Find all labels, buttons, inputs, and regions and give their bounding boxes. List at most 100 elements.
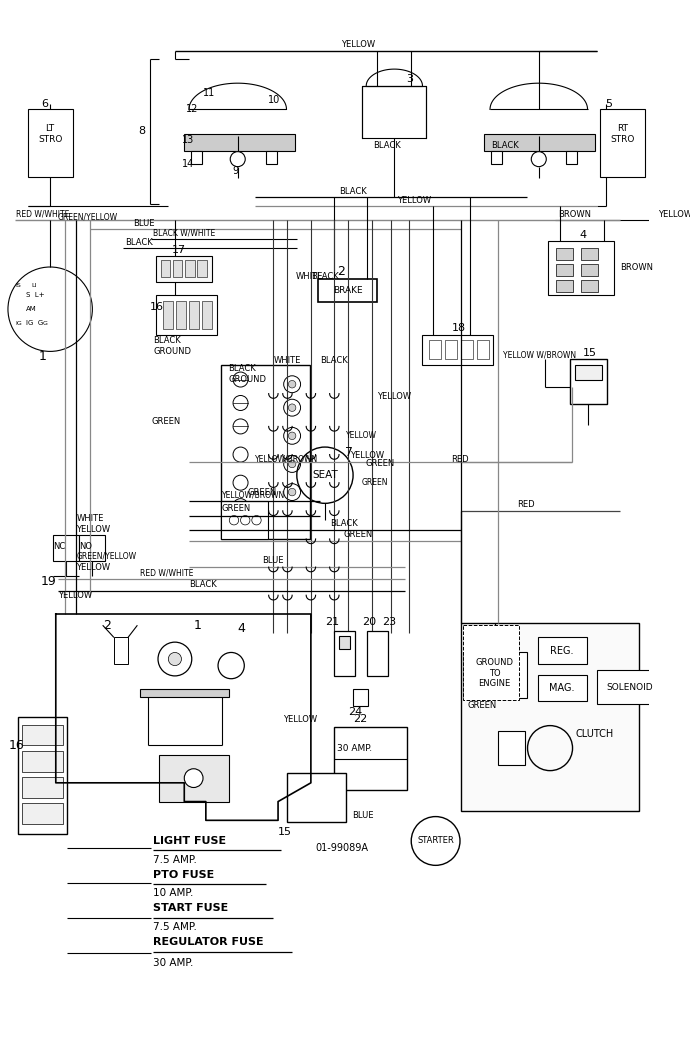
- Text: IG: IG: [15, 320, 22, 326]
- Circle shape: [288, 380, 296, 388]
- Circle shape: [184, 768, 203, 787]
- Bar: [173, 261, 182, 277]
- Bar: [600, 110, 644, 177]
- Circle shape: [284, 455, 301, 472]
- Text: GREEN: GREEN: [365, 460, 395, 468]
- Text: BLACK: BLACK: [125, 238, 153, 247]
- Text: IG  G: IG G: [26, 320, 43, 327]
- Text: 19: 19: [41, 575, 57, 587]
- Text: YELLOW: YELLOW: [58, 591, 92, 600]
- Bar: [581, 281, 598, 292]
- Bar: [197, 261, 207, 277]
- Circle shape: [233, 475, 248, 490]
- Text: WHITE: WHITE: [273, 356, 301, 365]
- Bar: [335, 727, 408, 790]
- Text: PTO FUSE: PTO FUSE: [153, 870, 215, 879]
- Text: BLACK: BLACK: [373, 140, 400, 150]
- Circle shape: [288, 461, 296, 468]
- Text: GREEN: GREEN: [468, 701, 497, 711]
- Circle shape: [531, 152, 546, 166]
- Text: GREEN: GREEN: [221, 505, 251, 513]
- Text: 21: 21: [325, 617, 339, 626]
- Bar: [156, 295, 217, 335]
- Text: BLACK: BLACK: [189, 580, 217, 589]
- Bar: [159, 755, 229, 802]
- Bar: [445, 340, 457, 359]
- Text: BRAKE: BRAKE: [333, 286, 362, 295]
- Text: GROUND: GROUND: [153, 347, 191, 356]
- Circle shape: [233, 498, 248, 514]
- Text: BLUE: BLUE: [352, 811, 374, 820]
- Text: GREEN: GREEN: [247, 488, 277, 496]
- Text: 10: 10: [268, 95, 280, 105]
- Text: BLACK: BLACK: [311, 272, 339, 281]
- Text: RED W/WHITE: RED W/WHITE: [140, 569, 194, 577]
- Bar: [575, 365, 602, 380]
- Text: RED: RED: [518, 499, 535, 509]
- Text: START FUSE: START FUSE: [153, 904, 228, 913]
- Text: AM: AM: [26, 306, 37, 312]
- Bar: [367, 631, 388, 676]
- Bar: [266, 151, 277, 163]
- Bar: [461, 340, 473, 359]
- Bar: [202, 300, 213, 329]
- Text: GREEN: GREEN: [343, 530, 373, 539]
- Bar: [555, 248, 573, 261]
- Text: BLACK: BLACK: [153, 336, 181, 344]
- Text: SEAT: SEAT: [312, 470, 338, 481]
- Bar: [79, 535, 106, 561]
- Bar: [461, 623, 639, 811]
- Bar: [22, 803, 63, 824]
- Text: YELLOW: YELLOW: [377, 392, 411, 401]
- Text: RT
STRO: RT STRO: [610, 125, 634, 143]
- Bar: [362, 86, 426, 137]
- Text: GROUND: GROUND: [228, 375, 266, 384]
- Bar: [429, 340, 441, 359]
- Text: S  L+: S L+: [26, 292, 44, 298]
- Text: G: G: [43, 320, 48, 326]
- Text: YELLOW/BROWN: YELLOW/BROWN: [221, 490, 285, 499]
- Text: YELLOW: YELLOW: [283, 714, 317, 723]
- Text: LT
STRO: LT STRO: [38, 125, 62, 143]
- Text: 22: 22: [353, 714, 367, 725]
- Text: GREEN/YELLOW: GREEN/YELLOW: [58, 213, 118, 222]
- Text: BLACK W/WHITE: BLACK W/WHITE: [153, 228, 215, 238]
- Circle shape: [284, 399, 301, 416]
- Text: BLUE: BLUE: [132, 220, 154, 228]
- Circle shape: [252, 515, 262, 525]
- Bar: [18, 717, 67, 834]
- Bar: [477, 340, 489, 359]
- Circle shape: [288, 404, 296, 411]
- Bar: [176, 300, 186, 329]
- Bar: [189, 300, 199, 329]
- Text: YELLOW: YELLOW: [341, 40, 375, 49]
- Text: BLACK: BLACK: [228, 363, 256, 373]
- Circle shape: [229, 515, 239, 525]
- Text: YELLOW: YELLOW: [397, 196, 431, 205]
- Text: 17: 17: [172, 245, 186, 255]
- Bar: [548, 241, 614, 295]
- Text: 3: 3: [406, 74, 413, 85]
- Text: 5: 5: [605, 98, 612, 109]
- Bar: [184, 134, 295, 151]
- Bar: [318, 280, 377, 302]
- Text: CLUTCH: CLUTCH: [575, 729, 613, 739]
- Text: 14: 14: [182, 159, 195, 169]
- Text: BROWN: BROWN: [558, 210, 591, 219]
- Text: 7.5 AMP.: 7.5 AMP.: [153, 854, 197, 865]
- Bar: [156, 255, 213, 282]
- Bar: [597, 670, 662, 704]
- Text: 8: 8: [138, 126, 146, 136]
- Bar: [339, 636, 351, 649]
- Text: 4: 4: [580, 230, 586, 240]
- Bar: [463, 651, 526, 698]
- Text: GROUND: GROUND: [475, 659, 513, 667]
- Bar: [353, 689, 368, 706]
- Circle shape: [233, 396, 248, 410]
- Circle shape: [230, 152, 245, 166]
- Text: REGULATOR FUSE: REGULATOR FUSE: [153, 937, 264, 948]
- Text: YELLOW/BROWN: YELLOW/BROWN: [255, 454, 318, 464]
- Bar: [555, 264, 573, 276]
- Text: 12: 12: [186, 105, 199, 114]
- Bar: [498, 731, 524, 765]
